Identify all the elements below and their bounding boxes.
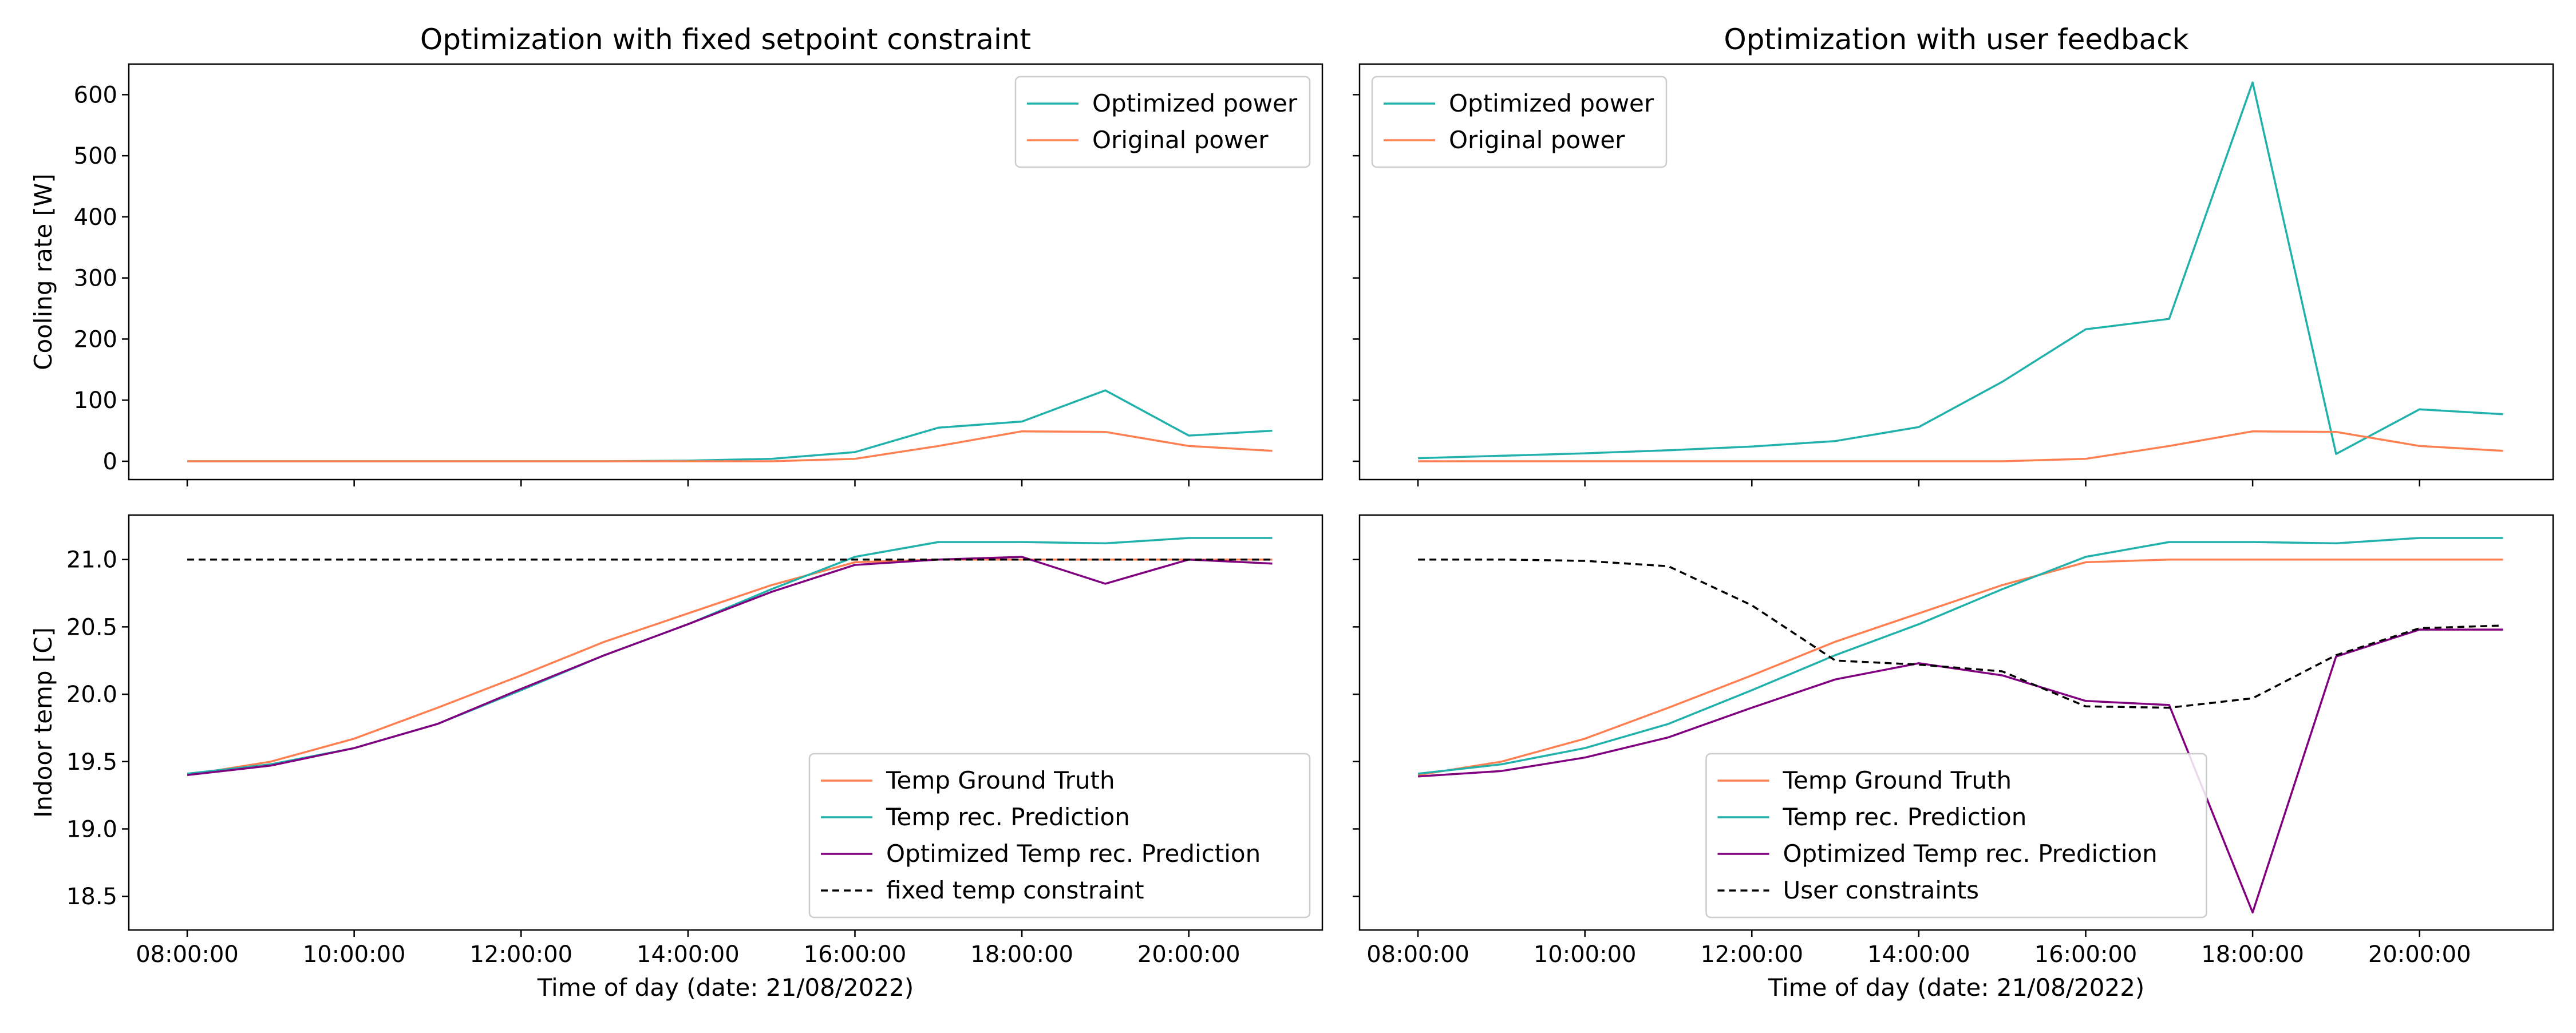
legend-box: [1014, 76, 1311, 168]
legend-label: Temp rec. Prediction: [886, 803, 1130, 831]
legend-label: Temp Ground Truth: [1783, 766, 2012, 794]
x-tick-label: 14:00:00: [637, 941, 740, 968]
series-line-1: [1418, 81, 2503, 460]
y-tick-label: 20.5: [66, 614, 117, 640]
x-tick-label: 18:00:00: [2201, 941, 2304, 968]
x-tick-label: 10:00:00: [1534, 941, 1637, 968]
series-line-2: [1418, 430, 2503, 462]
series-line-2: [1417, 537, 2503, 775]
axes-frame: [128, 514, 1323, 931]
legend-label: User constraints: [1783, 876, 1979, 904]
x-axis-label: Time of day (date: 21/08/2022): [537, 973, 914, 1002]
chart-panel-1: 0 100 200 300 400 500 600 Optimization with fix…: [29, 23, 1323, 486]
x-tick-label: 12:00:00: [1700, 941, 1803, 968]
legend-box: [808, 753, 1311, 919]
y-tick-label: 600: [74, 82, 117, 108]
series-line-2: [187, 430, 1273, 462]
legend-label: fixed temp constraint: [886, 876, 1144, 904]
x-tick-label: 18:00:00: [970, 941, 1073, 968]
chart-panel-4: 08:00:00 10:00:00 12:00:00 14:00:00 16:00:00…: [1353, 514, 2554, 1002]
y-tick-label: 0: [103, 449, 117, 475]
x-tick-label: 16:00:00: [2034, 941, 2138, 968]
legend: Optimized power Original power: [1014, 76, 1311, 168]
y-tick-label: 20.0: [66, 682, 117, 708]
y-tick-label: 19.0: [66, 816, 117, 842]
legend-box: [1705, 753, 2207, 919]
y-tick-label: 500: [74, 143, 117, 169]
chart-panel-2: Optimization with user feedback Optimized…: [1353, 23, 2554, 486]
x-tick-label: 08:00:00: [136, 941, 239, 968]
legend-label: Original power: [1092, 126, 1269, 154]
legend-label: Optimized Temp rec. Prediction: [886, 840, 1261, 868]
x-tick-label: 20:00:00: [1137, 941, 1240, 968]
y-axis-label: Indoor temp [C]: [29, 627, 57, 818]
legend: Temp Ground Truth Temp rec. Prediction Opt…: [808, 753, 1311, 919]
legend-label: Temp rec. Prediction: [1783, 803, 2027, 831]
x-tick-label: 16:00:00: [804, 941, 907, 968]
series-line-3: [187, 556, 1273, 777]
y-tick-label: 21.0: [66, 547, 117, 573]
x-tick-label: 10:00:00: [303, 941, 406, 968]
legend-label: Optimized Temp rec. Prediction: [1783, 840, 2158, 868]
series-line-3: [1417, 628, 2503, 914]
x-tick-label: 08:00:00: [1366, 941, 1469, 968]
x-tick-label: 20:00:00: [2368, 941, 2471, 968]
y-tick-label: 19.5: [66, 749, 117, 775]
y-tick-label: 300: [74, 266, 117, 292]
legend-label: Optimized power: [1092, 89, 1298, 117]
legend: Temp Ground Truth Temp rec. Prediction Opt…: [1705, 753, 2207, 919]
legend-label: Original power: [1449, 126, 1625, 154]
axes-frame: [128, 63, 1323, 481]
axes-frame: [1358, 514, 2554, 931]
y-tick-label: 100: [74, 387, 117, 414]
chart-panel-3: 18.5 19.0 19.5 20.0 20.5 21.0 08:00:00 10:00:00…: [29, 514, 1323, 1002]
chart-title: Optimization with fixed setpoint constra…: [420, 23, 1031, 56]
series-line-1: [1417, 558, 2503, 777]
y-tick-label: 400: [74, 204, 117, 231]
chart-title: Optimization with user feedback: [1724, 23, 2188, 56]
legend: Optimized power Original power: [1371, 76, 1668, 168]
legend-box: [1371, 76, 1668, 168]
y-tick-label: 18.5: [66, 884, 117, 910]
y-tick-label: 200: [74, 326, 117, 353]
x-tick-label: 12:00:00: [469, 941, 572, 968]
axes-frame: [1358, 63, 2554, 481]
legend-label: Optimized power: [1449, 89, 1654, 117]
legend-label: Temp Ground Truth: [886, 766, 1115, 794]
x-axis-label: Time of day (date: 21/08/2022): [1768, 973, 2145, 1002]
series-line-1: [187, 558, 1273, 777]
y-axis-label: Cooling rate [W]: [29, 173, 57, 370]
x-tick-label: 14:00:00: [1867, 941, 1970, 968]
